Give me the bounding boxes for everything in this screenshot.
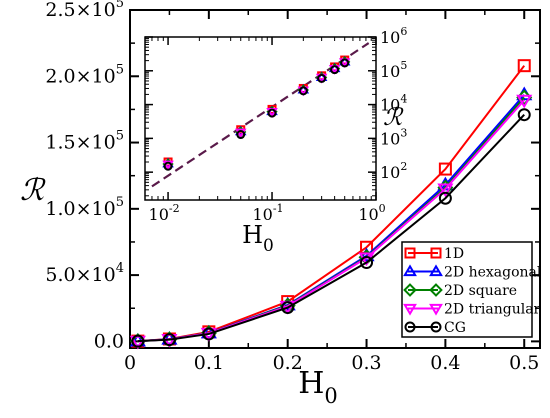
legend-marker-left-4 xyxy=(404,321,416,333)
legend-marker-right-1 xyxy=(429,264,443,277)
legend-label-1: 2D hexagonal xyxy=(444,265,542,281)
y-tick-mantissa: 5.0×10 xyxy=(45,264,115,286)
inset-x-axis-label-sub: 0 xyxy=(263,236,274,256)
inset-x-tick-base: 10 xyxy=(358,205,378,224)
series-line-4 xyxy=(137,114,525,343)
inset-data-point-3-1 xyxy=(234,128,247,139)
legend-marker-left-2 xyxy=(403,283,417,297)
x-tick-label: 0.3 xyxy=(351,352,381,374)
data-point-4-6 xyxy=(517,108,531,122)
data-point-4-1 xyxy=(162,333,176,347)
legend-label-3: 2D triangular xyxy=(444,302,541,318)
data-point-4-3 xyxy=(281,301,295,315)
legend-marker-right-2 xyxy=(429,283,443,297)
inset-y-tick-label: 105 xyxy=(380,59,407,81)
data-point-3-6 xyxy=(516,94,533,109)
inset-data-point-4-6 xyxy=(340,58,350,68)
inset-x-tick-label: 100 xyxy=(358,202,385,224)
inset-data-point-4-1 xyxy=(236,130,246,140)
inset-y-tick-label: 102 xyxy=(380,160,407,182)
y-tick-label: 5.0×104 xyxy=(45,261,124,286)
inset-data-point-4-4 xyxy=(317,73,327,83)
legend-label-0: 1D xyxy=(444,246,464,262)
y-tick-label: 2.5×105 xyxy=(45,0,124,21)
inset-x-tick-exp: -2 xyxy=(169,202,180,215)
legend-marker-right-3 xyxy=(429,303,443,316)
data-point-4-0 xyxy=(131,334,145,348)
x-axis-label-sub: 0 xyxy=(324,384,337,408)
x-tick-label: 0.2 xyxy=(273,352,303,374)
legend-marker-left-1 xyxy=(403,264,417,277)
data-point-4-5 xyxy=(438,191,452,205)
y-tick-mantissa: 2.0×10 xyxy=(45,65,115,87)
main-chart: 0 0.1 0.2 0.3 0.4 0.50.05.0×1041.0×1051.5×105… xyxy=(20,0,541,408)
inset-x-tick-label: 10-2 xyxy=(149,202,180,224)
inset-data-point-3-0 xyxy=(162,160,174,171)
data-point-3-0 xyxy=(129,335,146,350)
legend-marker-right-0 xyxy=(430,247,442,259)
inset-y-axis-label: ℛ xyxy=(383,103,404,131)
inset-x-tick-base: 10 xyxy=(252,205,272,224)
inset-y-tick-label: 104 xyxy=(380,93,407,115)
inset-y-tick-base: 10 xyxy=(380,129,400,148)
y-tick-label: 2.0×105 xyxy=(45,62,124,87)
inset-data-point-4-5 xyxy=(330,65,340,75)
y-tick-mantissa: 2.5×10 xyxy=(45,0,115,21)
data-point-4-2 xyxy=(202,327,216,341)
inset-y-tick-exp: 4 xyxy=(400,93,407,106)
data-point-0-6 xyxy=(517,59,531,73)
y-tick-mantissa: 1.5×10 xyxy=(45,132,115,154)
inset-x-tick-exp: -1 xyxy=(273,202,284,215)
y-tick-mantissa: 0.0 xyxy=(94,330,124,352)
inset-y-tick-base: 10 xyxy=(380,163,400,182)
inset-x-axis-label-main: H xyxy=(242,221,263,249)
inset-y-tick-base: 10 xyxy=(380,62,400,81)
inset-y-tick-exp: 3 xyxy=(400,126,407,139)
legend-marker-left-3 xyxy=(403,303,417,316)
inset-x-axis-label: H0 xyxy=(242,221,274,256)
data-point-0-5 xyxy=(438,162,452,176)
y-tick-label: 1.0×105 xyxy=(45,195,124,220)
legend-label-4: CG xyxy=(444,320,466,336)
data-point-3-5 xyxy=(437,183,454,198)
y-tick-exponent: 5 xyxy=(116,195,124,210)
inset-y-tick-base: 10 xyxy=(380,96,400,115)
y-axis-label: ℛ xyxy=(20,173,46,208)
y-tick-label: 0.0 xyxy=(94,330,124,352)
inset-x-tick-base: 10 xyxy=(149,205,169,224)
inset-y-tick-label: 103 xyxy=(380,126,407,148)
x-axis-label: H0 xyxy=(298,366,338,408)
plot-frame xyxy=(129,9,541,349)
inset-x-tick-label: 10-1 xyxy=(252,202,283,224)
x-axis-label-main: H xyxy=(298,366,324,401)
y-tick-exponent: 5 xyxy=(116,62,124,77)
legend-marker-right-4 xyxy=(430,321,442,333)
inset-data-point-4-2 xyxy=(267,108,277,118)
inset-y-tick-exp: 5 xyxy=(400,59,407,72)
inset-y-tick-exp: 2 xyxy=(400,160,407,173)
x-tick-label: 0.1 xyxy=(194,352,224,374)
inset-y-tick-base: 10 xyxy=(380,28,400,47)
y-tick-mantissa: 1.0×10 xyxy=(45,198,115,220)
inset-y-tick-exp: 6 xyxy=(400,25,407,38)
x-tick-label: 0.4 xyxy=(430,352,460,374)
legend-label-2: 2D square xyxy=(444,283,517,299)
y-tick-exponent: 4 xyxy=(116,261,124,276)
inset-data-point-4-0 xyxy=(163,161,173,171)
legend: 1D 2D hexagonal 2D square 2D triangular CG xyxy=(401,241,542,338)
y-tick-exponent: 5 xyxy=(116,0,124,11)
inset-x-tick-exp: 0 xyxy=(379,202,386,215)
y-tick-exponent: 5 xyxy=(116,129,124,144)
legend-marker-left-0 xyxy=(404,247,416,259)
data-point-4-4 xyxy=(360,256,374,270)
inset-y-tick-label: 106 xyxy=(380,25,407,47)
x-tick-label: 0.5 xyxy=(509,352,539,374)
inset-data-point-4-3 xyxy=(298,86,308,96)
y-tick-label: 1.5×105 xyxy=(45,129,124,154)
x-tick-label: 0 xyxy=(124,352,136,374)
